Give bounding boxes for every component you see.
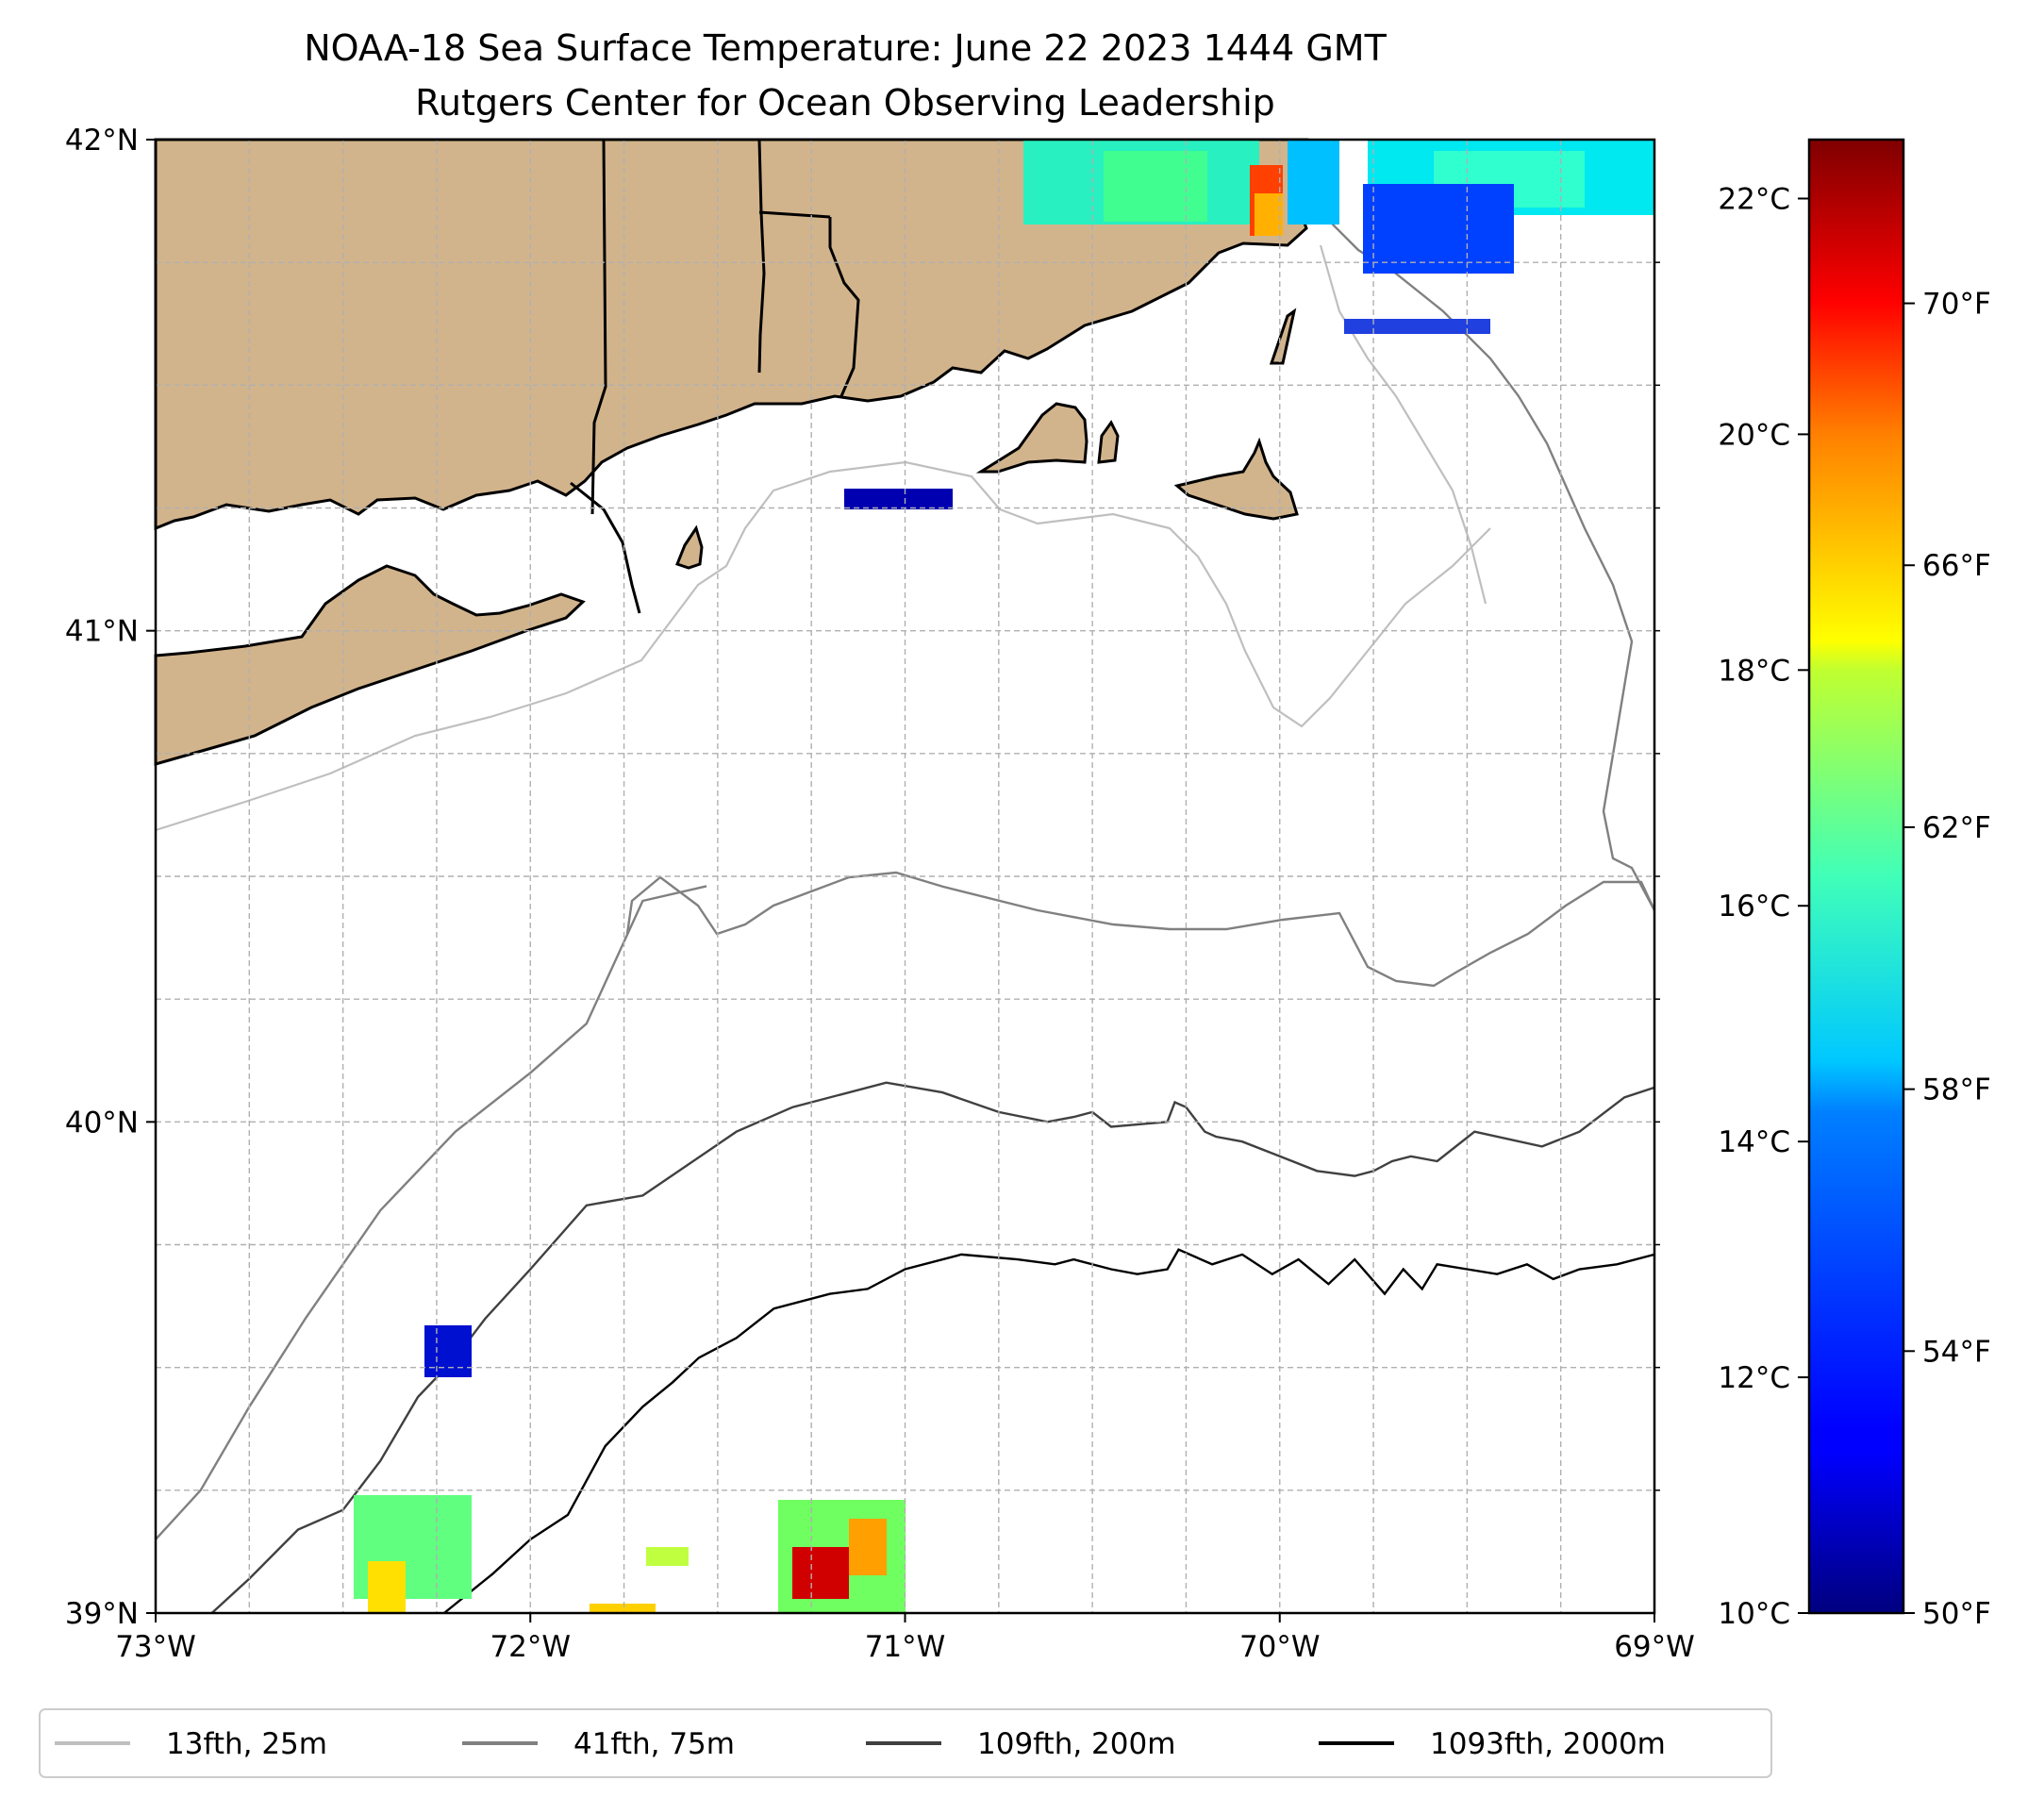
isobath-75m-line: [155, 885, 707, 1540]
colorbar-celsius-label: 12°C: [1718, 1361, 1790, 1395]
x-tick-label: 71°W: [865, 1630, 946, 1664]
sst-patch-cold-canyon: [424, 1325, 472, 1377]
colorbar-fahrenheit-label: 50°F: [1922, 1597, 1991, 1631]
colorbar-celsius-label: 20°C: [1718, 418, 1790, 452]
legend-label: 41fth, 75m: [573, 1727, 735, 1761]
map-plot-area[interactable]: [154, 138, 1656, 1615]
y-tick-label: 40°N: [65, 1106, 139, 1140]
x-tick-label: 70°W: [1239, 1630, 1321, 1664]
state-borders: [570, 139, 860, 614]
sst-patch-outer-cape: [1288, 140, 1339, 225]
legend-label: 109fth, 200m: [977, 1727, 1175, 1761]
map-title: NOAA-18 Sea Surface Temperature: June 22…: [304, 27, 1387, 69]
sst-patch-south-edge: [590, 1604, 656, 1613]
x-tick-label: 73°W: [115, 1630, 196, 1664]
colorbar-celsius-label: 10°C: [1718, 1597, 1790, 1631]
land-layer: [154, 138, 1309, 766]
land-block-island: [675, 524, 704, 570]
x-tick-label: 72°W: [490, 1630, 571, 1664]
land-long-island: [154, 564, 586, 766]
border-ri-ma: [758, 210, 831, 219]
land-marthas-vineyard: [975, 402, 1088, 474]
sst-patch-cold-north: [1363, 184, 1514, 274]
border-ny-ct: [590, 139, 607, 515]
land-nantucket: [1173, 437, 1299, 521]
isobath-25m-line: [155, 460, 1491, 832]
colorbar-fahrenheit-label: 62°F: [1922, 811, 1991, 845]
isobath-75m: [155, 885, 707, 1540]
sst-patch-cold-strip: [1344, 319, 1490, 334]
land-monomoy: [1269, 308, 1297, 365]
ny-sound-boundary: [570, 481, 641, 614]
border-ri-ma-east: [828, 217, 860, 397]
y-tick-label: 41°N: [65, 615, 139, 649]
map-gridlines: [156, 140, 1654, 1613]
sst-patch-south-west-warm: [368, 1561, 406, 1613]
sst-patch-south-center-hot: [792, 1547, 849, 1599]
isobath-2000m: [443, 1248, 1655, 1614]
colorbar-celsius-label: 18°C: [1718, 654, 1790, 688]
sst-data-layer: [354, 140, 1654, 1613]
legend-label: 1093fth, 2000m: [1430, 1727, 1666, 1761]
legend-items: 13fth, 25m 41fth, 75m 109fth, 200m 1093fth,…: [55, 1727, 1666, 1761]
sst-patch-cold-sound: [844, 489, 953, 509]
border-ct-ri: [757, 139, 766, 374]
sst-patch-warm-nearshore-2: [1255, 193, 1283, 236]
map-subtitle: Rutgers Center for Ocean Observing Leade…: [415, 82, 1275, 124]
sst-patch-south-small: [646, 1547, 689, 1566]
colorbar-fahrenheit-label: 70°F: [1922, 288, 1991, 322]
colorbar-celsius-label: 14°C: [1718, 1125, 1790, 1159]
colorbar: [1807, 138, 1905, 1615]
land-chappaquiddick: [1097, 420, 1120, 464]
y-tick-label: 39°N: [65, 1597, 139, 1631]
map-axis-ticks: 73°W 72°W 71°W 70°W 69°W 39°N 40°N 41°N 42°N: [65, 124, 1695, 1664]
y-tick-label: 42°N: [65, 124, 139, 158]
colorbar-celsius-label: 16°C: [1718, 890, 1790, 923]
colorbar-fahrenheit-label: 66°F: [1922, 549, 1991, 583]
isobath-75m-shelf-edge: [625, 871, 1656, 988]
colorbar-fahrenheit-label: 54°F: [1922, 1335, 1991, 1369]
colorbar-ticks: 10°C 12°C 14°C 16°C 18°C 20°C 22°C 50°F 54°F 58°F…: [1718, 182, 1990, 1631]
colorbar-fahrenheit-label: 58°F: [1922, 1073, 1991, 1107]
sst-patch-south-center-warm: [849, 1519, 887, 1575]
land-mainland-new-england: [154, 138, 1309, 531]
sst-patch-cape-cod-bay-inner: [1104, 151, 1207, 222]
legend-label: 13fth, 25m: [166, 1727, 327, 1761]
isobath-2000m-line: [443, 1248, 1655, 1614]
x-tick-label: 69°W: [1614, 1630, 1695, 1664]
colorbar-celsius-label: 22°C: [1718, 182, 1790, 216]
